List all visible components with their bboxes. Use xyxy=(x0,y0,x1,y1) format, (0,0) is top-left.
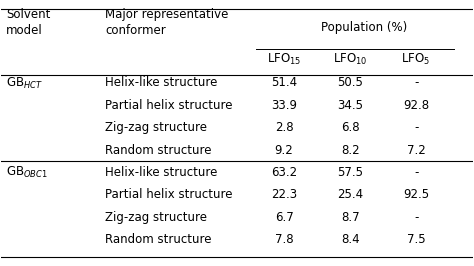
Text: -: - xyxy=(414,211,418,224)
Text: 22.3: 22.3 xyxy=(271,188,297,201)
Text: 63.2: 63.2 xyxy=(271,166,297,179)
Text: Helix-like structure: Helix-like structure xyxy=(105,166,218,179)
Text: Solvent
model: Solvent model xyxy=(6,8,50,37)
Text: Partial helix structure: Partial helix structure xyxy=(105,99,233,112)
Text: 7.2: 7.2 xyxy=(407,144,426,157)
Text: 92.8: 92.8 xyxy=(403,99,429,112)
Text: 9.2: 9.2 xyxy=(275,144,293,157)
Text: Zig-zag structure: Zig-zag structure xyxy=(105,121,207,134)
Text: Random structure: Random structure xyxy=(105,233,211,246)
Text: GB$_{HCT}$: GB$_{HCT}$ xyxy=(6,76,43,90)
Text: 50.5: 50.5 xyxy=(337,77,363,89)
Text: 8.2: 8.2 xyxy=(341,144,359,157)
Text: -: - xyxy=(414,121,418,134)
Text: Partial helix structure: Partial helix structure xyxy=(105,188,233,201)
Text: 6.7: 6.7 xyxy=(275,211,293,224)
Text: 92.5: 92.5 xyxy=(403,188,429,201)
Text: 7.8: 7.8 xyxy=(275,233,293,246)
Text: 2.8: 2.8 xyxy=(275,121,293,134)
Text: Zig-zag structure: Zig-zag structure xyxy=(105,211,207,224)
Text: LFO$_{5}$: LFO$_{5}$ xyxy=(401,52,431,67)
Text: Random structure: Random structure xyxy=(105,144,211,157)
Text: 6.8: 6.8 xyxy=(341,121,359,134)
Text: Major representative
conformer: Major representative conformer xyxy=(105,8,228,37)
Text: GB$_{OBC1}$: GB$_{OBC1}$ xyxy=(6,165,48,180)
Text: LFO$_{15}$: LFO$_{15}$ xyxy=(267,52,301,67)
Text: LFO$_{10}$: LFO$_{10}$ xyxy=(333,52,367,67)
Text: 8.4: 8.4 xyxy=(341,233,359,246)
Text: -: - xyxy=(414,166,418,179)
Text: 7.5: 7.5 xyxy=(407,233,425,246)
Text: -: - xyxy=(414,77,418,89)
Text: 33.9: 33.9 xyxy=(271,99,297,112)
Text: 57.5: 57.5 xyxy=(337,166,363,179)
Text: 34.5: 34.5 xyxy=(337,99,363,112)
Text: Population (%): Population (%) xyxy=(321,21,407,34)
Text: 25.4: 25.4 xyxy=(337,188,363,201)
Text: 8.7: 8.7 xyxy=(341,211,359,224)
Text: 51.4: 51.4 xyxy=(271,77,297,89)
Text: Helix-like structure: Helix-like structure xyxy=(105,77,218,89)
